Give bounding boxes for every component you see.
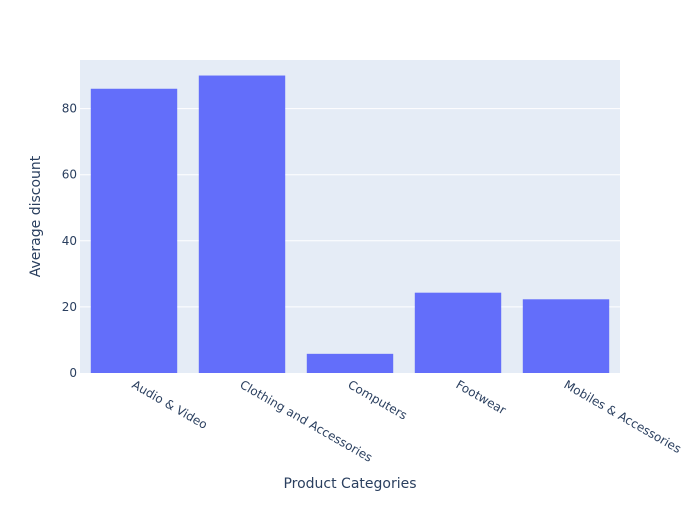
bars <box>90 75 610 374</box>
bar <box>90 88 178 374</box>
x-tick-label: Mobiles & Accessories <box>562 377 684 456</box>
y-tick-label: 40 <box>62 234 77 248</box>
y-tick-label: 20 <box>62 300 77 314</box>
x-tick-label: Footwear <box>454 377 509 417</box>
y-tick-label: 0 <box>69 366 77 380</box>
y-tick-label: 60 <box>62 168 77 182</box>
x-axis-title: Product Categories <box>283 476 416 492</box>
bar <box>522 299 610 373</box>
bar <box>414 292 502 373</box>
y-axis-ticks: 0 20 40 60 80 <box>62 102 77 380</box>
y-axis-title: Average discount <box>28 155 44 277</box>
x-tick-label: Computers <box>346 377 410 422</box>
x-axis-ticks: Audio & Video Clothing and AccessoriesCom… <box>130 377 684 464</box>
bar <box>306 353 394 373</box>
y-tick-label: 80 <box>62 102 77 116</box>
bar <box>198 75 286 374</box>
x-tick-label: Audio & Video <box>130 377 210 431</box>
